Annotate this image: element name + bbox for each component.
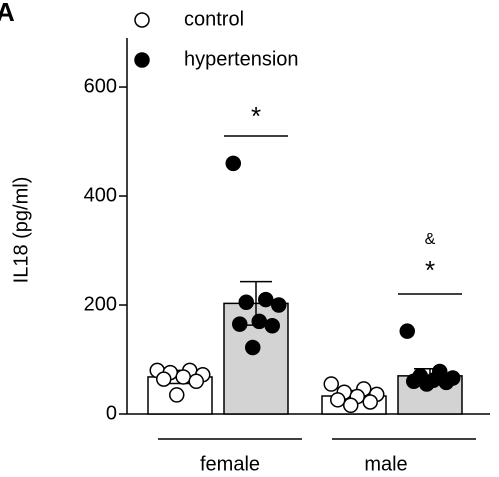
data-point bbox=[271, 297, 287, 313]
data-point bbox=[188, 373, 204, 390]
annotation: * bbox=[425, 255, 435, 285]
data-point bbox=[169, 387, 185, 403]
data-point bbox=[251, 313, 267, 330]
data-point bbox=[175, 369, 191, 385]
x-tick-label: female bbox=[200, 453, 260, 475]
data-point bbox=[238, 294, 254, 311]
y-tick-label: 200 bbox=[84, 293, 117, 315]
data-point bbox=[232, 316, 248, 332]
y-tick-label: 400 bbox=[84, 184, 117, 206]
legend-marker bbox=[134, 12, 150, 28]
annotation: & bbox=[425, 231, 436, 248]
y-tick-label: 600 bbox=[84, 75, 117, 97]
data-point bbox=[406, 373, 422, 390]
data-point bbox=[419, 376, 435, 392]
data-point bbox=[258, 291, 274, 308]
data-point bbox=[156, 371, 172, 387]
data-point bbox=[245, 339, 261, 356]
legend-label: control bbox=[184, 8, 244, 30]
data-point bbox=[362, 394, 378, 410]
legend-label: hypertension bbox=[184, 48, 299, 70]
panel-label: A bbox=[0, 0, 15, 27]
data-point bbox=[399, 323, 415, 339]
data-point bbox=[438, 374, 454, 391]
annotation: * bbox=[251, 101, 261, 131]
y-tick-label: 0 bbox=[106, 402, 117, 424]
data-point bbox=[323, 376, 339, 392]
legend-marker bbox=[134, 52, 150, 68]
data-point bbox=[225, 155, 241, 172]
y-axis-label: IL18 (pg/ml) bbox=[10, 177, 32, 284]
data-point bbox=[330, 392, 346, 408]
data-point bbox=[343, 397, 359, 414]
x-tick-label: male bbox=[364, 453, 407, 475]
data-point bbox=[264, 317, 280, 334]
